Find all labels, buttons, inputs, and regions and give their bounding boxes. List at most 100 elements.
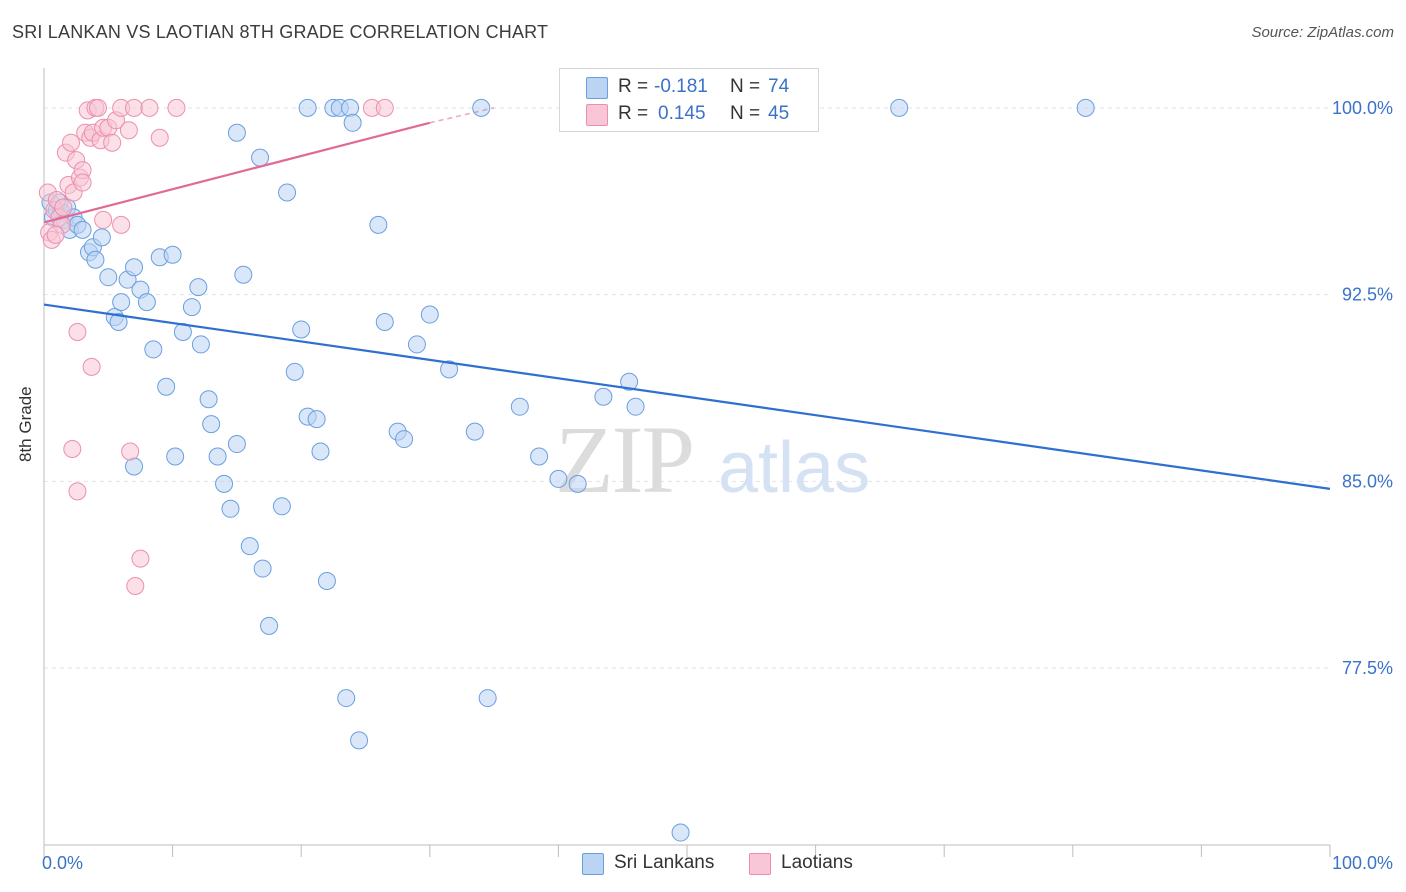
sri-lankan-point bbox=[92, 228, 111, 247]
laotian-point bbox=[63, 440, 82, 459]
sri-lankan-point bbox=[395, 430, 414, 449]
x-tick-label-right: 100.0% bbox=[1332, 853, 1393, 873]
sri-lankan-point bbox=[350, 731, 369, 750]
laotian-point bbox=[125, 98, 144, 117]
sri-lankan-point bbox=[86, 250, 105, 269]
sri-lankan-point bbox=[343, 113, 362, 132]
sri-lankan-point bbox=[227, 123, 246, 142]
sri-lankan-point bbox=[166, 447, 185, 466]
trend-lines bbox=[43, 107, 1331, 490]
laotian-point bbox=[131, 549, 150, 568]
sri-lankan-point bbox=[278, 183, 297, 202]
sri-lankan-point bbox=[285, 362, 304, 381]
legend-n-label: N = bbox=[730, 103, 761, 124]
sri-lankan-point bbox=[221, 499, 240, 518]
sri-lankan-point bbox=[112, 293, 131, 312]
laotian-point bbox=[68, 482, 87, 501]
sri-lankan-point bbox=[594, 387, 613, 406]
y-tick-label: 100.0% bbox=[1332, 98, 1393, 118]
sri-lankan-point bbox=[1076, 98, 1095, 117]
legend-r-label: R = bbox=[618, 76, 649, 97]
sri-lankan-point bbox=[472, 98, 491, 117]
y-axis-title: 8th Grade bbox=[16, 386, 35, 462]
sri-lankan-point bbox=[465, 422, 484, 441]
sri-lankan-point bbox=[240, 537, 259, 556]
laotian-point bbox=[121, 442, 140, 461]
sri-lankan-point bbox=[272, 497, 291, 516]
sri-lankan-point bbox=[260, 616, 279, 635]
legend-n-value: 45 bbox=[768, 103, 790, 124]
legend-r-value: 0.145 bbox=[658, 103, 706, 124]
legend-n-label: N = bbox=[730, 76, 761, 97]
sri-lankan-point bbox=[73, 220, 92, 239]
sri-lankan-point bbox=[208, 447, 227, 466]
sri-lankan-point bbox=[568, 474, 587, 493]
sri-lankan-point bbox=[125, 258, 144, 277]
sri-lankan-point bbox=[182, 298, 201, 317]
sri-lankan-point bbox=[337, 689, 356, 708]
laotian-point bbox=[46, 225, 65, 244]
source-label: Source: ZipAtlas.com bbox=[1251, 24, 1394, 41]
sri-lankan-point bbox=[292, 320, 311, 339]
sri-lankan-point bbox=[125, 457, 144, 476]
sri-lankan-point bbox=[227, 435, 246, 454]
y-tick-labels: 77.5% 85.0% 92.5% 100.0% bbox=[1332, 98, 1393, 678]
legend-swatch-sri-lankans bbox=[586, 77, 608, 99]
laotian-point bbox=[119, 121, 138, 140]
sri-lankan-point bbox=[420, 305, 439, 324]
sri-lankan-point bbox=[215, 474, 234, 493]
sri-lankan-point bbox=[251, 148, 270, 167]
laotian-point bbox=[126, 577, 145, 595]
bottom-legend-swatch-sri-lankans bbox=[582, 853, 604, 875]
sri-lankan-point bbox=[510, 397, 529, 416]
laotian-point bbox=[68, 322, 87, 341]
laotian-point bbox=[82, 357, 101, 376]
grid-lines bbox=[44, 107, 1330, 669]
sri-lankan-point bbox=[311, 442, 330, 461]
sri-lankan-point bbox=[137, 293, 156, 312]
sri-lankan-point bbox=[626, 397, 645, 416]
laotian-point bbox=[167, 98, 186, 117]
sri-lankan-point bbox=[199, 390, 218, 409]
legend-swatch-laotians bbox=[586, 104, 608, 126]
laotian-point bbox=[54, 198, 73, 217]
legend-r-value: -0.181 bbox=[654, 76, 708, 97]
legend-r-label: R = bbox=[618, 103, 649, 124]
sri-lankan-point bbox=[157, 377, 176, 396]
sri-lankan-point bbox=[163, 245, 182, 264]
chart-title: SRI LANKAN VS LAOTIAN 8TH GRADE CORRELAT… bbox=[12, 22, 549, 42]
legend-n-value: 74 bbox=[768, 76, 790, 97]
sri-lankan-point bbox=[530, 447, 549, 466]
laotian-trend-extension bbox=[429, 107, 495, 124]
watermark-zip: ZIP bbox=[555, 406, 693, 513]
sri-lankan-point bbox=[202, 415, 221, 434]
y-tick-label: 92.5% bbox=[1342, 285, 1393, 305]
bottom-legend-label-sri-lankans: Sri Lankans bbox=[614, 852, 715, 873]
sri-lankan-point bbox=[341, 98, 360, 117]
sri-lankan-point bbox=[671, 823, 690, 842]
sri-lankan-point bbox=[99, 268, 118, 287]
sri-lankan-point bbox=[234, 265, 253, 284]
bottom-legend-label-laotians: Laotians bbox=[781, 852, 853, 873]
laotian-point bbox=[94, 210, 113, 229]
watermark-atlas: atlas bbox=[718, 428, 870, 508]
sri-lankan-point bbox=[253, 559, 272, 578]
laotian-point bbox=[112, 215, 131, 234]
sri-lankan-point bbox=[307, 410, 326, 429]
sri-lankan-point bbox=[369, 215, 388, 234]
sri-lankan-point bbox=[375, 313, 394, 332]
laotian-trend-line bbox=[43, 121, 431, 224]
laotian-point bbox=[62, 133, 81, 152]
laotian-point bbox=[150, 128, 169, 147]
sri-lankan-point bbox=[549, 469, 568, 488]
sri-lankan-point bbox=[890, 98, 909, 117]
bottom-legend-swatch-laotians bbox=[749, 853, 771, 875]
sri-lankan-point bbox=[109, 313, 128, 332]
laotian-point bbox=[89, 98, 108, 117]
sri-lankan-point bbox=[478, 689, 497, 708]
y-tick-label: 77.5% bbox=[1342, 658, 1393, 678]
data-points bbox=[38, 98, 1095, 842]
laotian-point bbox=[73, 173, 92, 192]
sri-lankan-trend-line bbox=[43, 303, 1331, 490]
